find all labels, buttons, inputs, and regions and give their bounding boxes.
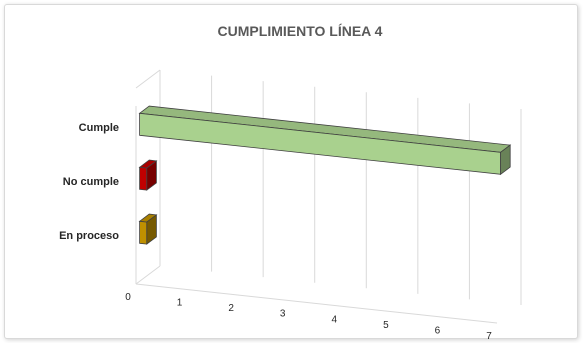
x-tick-label: 4 <box>332 314 338 325</box>
bars <box>138 105 512 245</box>
x-tick-label: 0 <box>125 292 131 303</box>
chart-title: CUMPLIMIENTO LÍNEA 4 <box>218 23 383 39</box>
x-tick-label: 2 <box>228 303 234 314</box>
x-axis-line <box>135 283 498 324</box>
x-tick-label: 1 <box>177 298 183 309</box>
floor-left-edge <box>135 265 161 285</box>
axes <box>135 106 498 324</box>
x-tick-label: 6 <box>435 325 441 336</box>
bar-end-No cumple <box>146 160 157 191</box>
category-label: En proceso <box>59 230 119 242</box>
side-wall-top <box>135 69 161 89</box>
bar-No cumple <box>139 166 148 191</box>
bar-end-En proceso <box>146 214 157 245</box>
category-label: Cumple <box>79 122 119 134</box>
x-tick-label: 3 <box>280 309 286 320</box>
x-tick-label: 7 <box>486 331 492 342</box>
x-tick-label: 5 <box>383 320 389 331</box>
labels: 0 1 2 3 4 5 6 7 Cumple No cumple En proceso <box>59 122 492 342</box>
bar-En proceso <box>139 220 148 245</box>
gridlines <box>135 69 522 305</box>
category-label: No cumple <box>63 176 119 188</box>
bar-end-Cumple <box>500 144 511 176</box>
